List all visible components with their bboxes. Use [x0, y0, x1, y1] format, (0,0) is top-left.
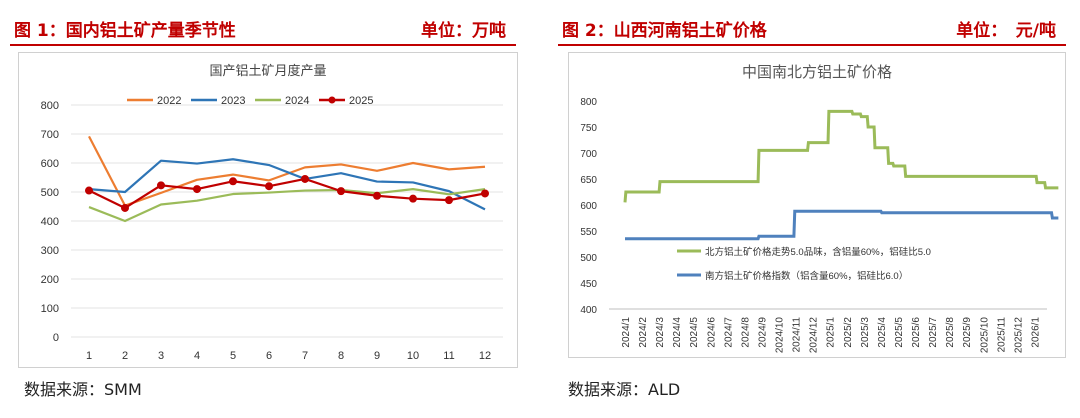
legend-label: 2024	[285, 95, 309, 107]
data-point-2025	[409, 194, 417, 203]
x-tick-label: 7	[302, 350, 308, 362]
x-tick-label: 4	[194, 350, 200, 362]
x-tick-label: 2024/7	[723, 317, 734, 348]
x-tick-label: 2024/1	[621, 317, 632, 348]
y-tick-label: 700	[580, 149, 597, 160]
chart-frame: 国产铝土矿月度产量 0 100 200 300 400 500 600 700 800 1 2 3 4 5 6…	[18, 52, 518, 368]
x-tick-label: 2025/4	[877, 317, 888, 348]
x-tick-label: 2025/8	[945, 317, 956, 348]
legend-marker	[328, 96, 336, 104]
x-tick-label: 2025/9	[962, 317, 973, 348]
chart-frame: 中国南北方铝土矿价格 400 450 500 550 600 650 700 750 800 202…	[568, 52, 1066, 358]
panel-header: 图 2：山西河南铝土矿价格 单位： 元/吨	[558, 10, 1066, 46]
y-tick-label: 450	[580, 279, 597, 290]
x-tick-label: 2025/10	[979, 317, 990, 354]
series-line-2022	[88, 135, 486, 207]
x-tick-label: 2024/8	[740, 317, 751, 348]
x-tick-label: 2024/11	[792, 317, 803, 353]
data-point-2025	[121, 203, 129, 212]
x-tick-label: 2026/1	[1030, 317, 1041, 348]
data-point-2025	[445, 196, 453, 205]
y-tick-label: 600	[580, 201, 597, 212]
y-tick-label: 600	[41, 158, 59, 170]
data-point-2025	[157, 181, 165, 190]
chart-title: 国产铝土矿月度产量	[209, 63, 326, 78]
data-point-2025	[229, 177, 237, 186]
series-line-2024	[88, 188, 486, 223]
y-tick-label: 500	[580, 253, 597, 264]
data-point-2025	[265, 182, 273, 191]
x-tick-label: 2024/6	[706, 317, 717, 348]
x-tick-label: 2025/3	[860, 317, 871, 348]
legend-label: 2023	[221, 95, 245, 107]
legend-label: 2022	[157, 95, 181, 107]
x-tick-label: 2025/5	[894, 317, 905, 348]
x-tick-label: 9	[374, 350, 380, 362]
x-tick-label: 2025/2	[843, 317, 854, 348]
x-tick-label: 3	[158, 350, 164, 362]
data-point-2025	[301, 174, 309, 183]
series-line-2025	[88, 177, 486, 210]
x-tick-label: 2025/11	[996, 317, 1007, 353]
y-tick-label: 400	[41, 216, 59, 228]
series-line-north	[623, 109, 1059, 203]
y-tick-label: 800	[41, 100, 59, 112]
y-tick-label: 700	[41, 129, 59, 141]
x-tick-label: 2024/4	[672, 317, 683, 348]
x-tick-label: 2025/6	[911, 317, 922, 348]
header-unit: 单位： 元/吨	[956, 21, 1056, 41]
x-tick-label: 1	[86, 350, 92, 362]
data-point-2025	[193, 185, 201, 194]
x-tick-label: 2024/9	[757, 317, 768, 348]
x-tick-label: 2024/2	[638, 317, 649, 348]
x-tick-label: 2024/3	[655, 317, 666, 348]
x-tick-label: 2025/12	[1013, 317, 1024, 354]
y-tick-label: 100	[41, 303, 59, 315]
chart-title: 中国南北方铝土矿价格	[742, 64, 892, 81]
x-tick-label: 2025/1	[826, 317, 837, 348]
y-tick-label: 750	[580, 123, 597, 134]
data-point-2025	[373, 191, 381, 200]
series-line-2023	[88, 158, 486, 211]
panel-header: 图 1：国内铝土矿产量季节性 单位：万吨	[10, 10, 516, 46]
y-tick-label: 300	[41, 245, 59, 257]
x-tick-label: 12	[479, 350, 491, 362]
series-line-south	[625, 209, 1059, 241]
source-note: 数据来源：ALD	[568, 380, 681, 399]
y-tick-label: 0	[53, 332, 59, 344]
y-tick-label: 800	[580, 97, 597, 108]
x-tick-label: 2024/12	[809, 317, 820, 354]
y-tick-label: 650	[580, 175, 597, 186]
data-point-2025	[85, 186, 93, 195]
x-tick-label: 2	[122, 350, 128, 362]
y-tick-label: 550	[580, 227, 597, 238]
header-title: 图 1：国内铝土矿产量季节性	[14, 21, 236, 41]
legend-label: 2025	[349, 95, 373, 107]
x-tick-label: 10	[407, 350, 419, 362]
y-tick-label: 400	[580, 305, 597, 316]
x-tick-label: 2025/7	[928, 317, 939, 348]
legend-label-south: 南方铝土矿价格指数（铝含量60%，铝硅比6.0）	[705, 270, 908, 282]
y-tick-label: 500	[41, 187, 59, 199]
x-tick-label: 6	[266, 350, 272, 362]
header-unit: 单位：万吨	[421, 21, 506, 41]
data-point-2025	[481, 189, 489, 198]
y-tick-label: 200	[41, 274, 59, 286]
x-tick-label: 5	[230, 350, 236, 362]
x-tick-label: 8	[338, 350, 344, 362]
x-tick-label: 2024/10	[775, 317, 786, 354]
header-title: 图 2：山西河南铝土矿价格	[562, 21, 767, 41]
source-note: 数据来源：SMM	[24, 380, 142, 399]
panel-price: 图 2：山西河南铝土矿价格 单位： 元/吨 中国南北方铝土矿价格 400 450 50…	[548, 0, 1080, 418]
panel-domestic-production: 图 1：国内铝土矿产量季节性 单位：万吨 国产铝土矿月度产量 0 100 200 300…	[0, 0, 530, 418]
legend-label-north: 北方铝土矿价格走势5.0品味，含铝量60%，铝硅比5.0	[705, 246, 931, 258]
x-tick-label: 11	[443, 350, 454, 362]
price-line-chart: 中国南北方铝土矿价格 400 450 500 550 600 650 700 750 800 202…	[580, 64, 1059, 354]
data-point-2025	[337, 187, 345, 196]
x-tick-label: 2024/5	[689, 317, 700, 348]
